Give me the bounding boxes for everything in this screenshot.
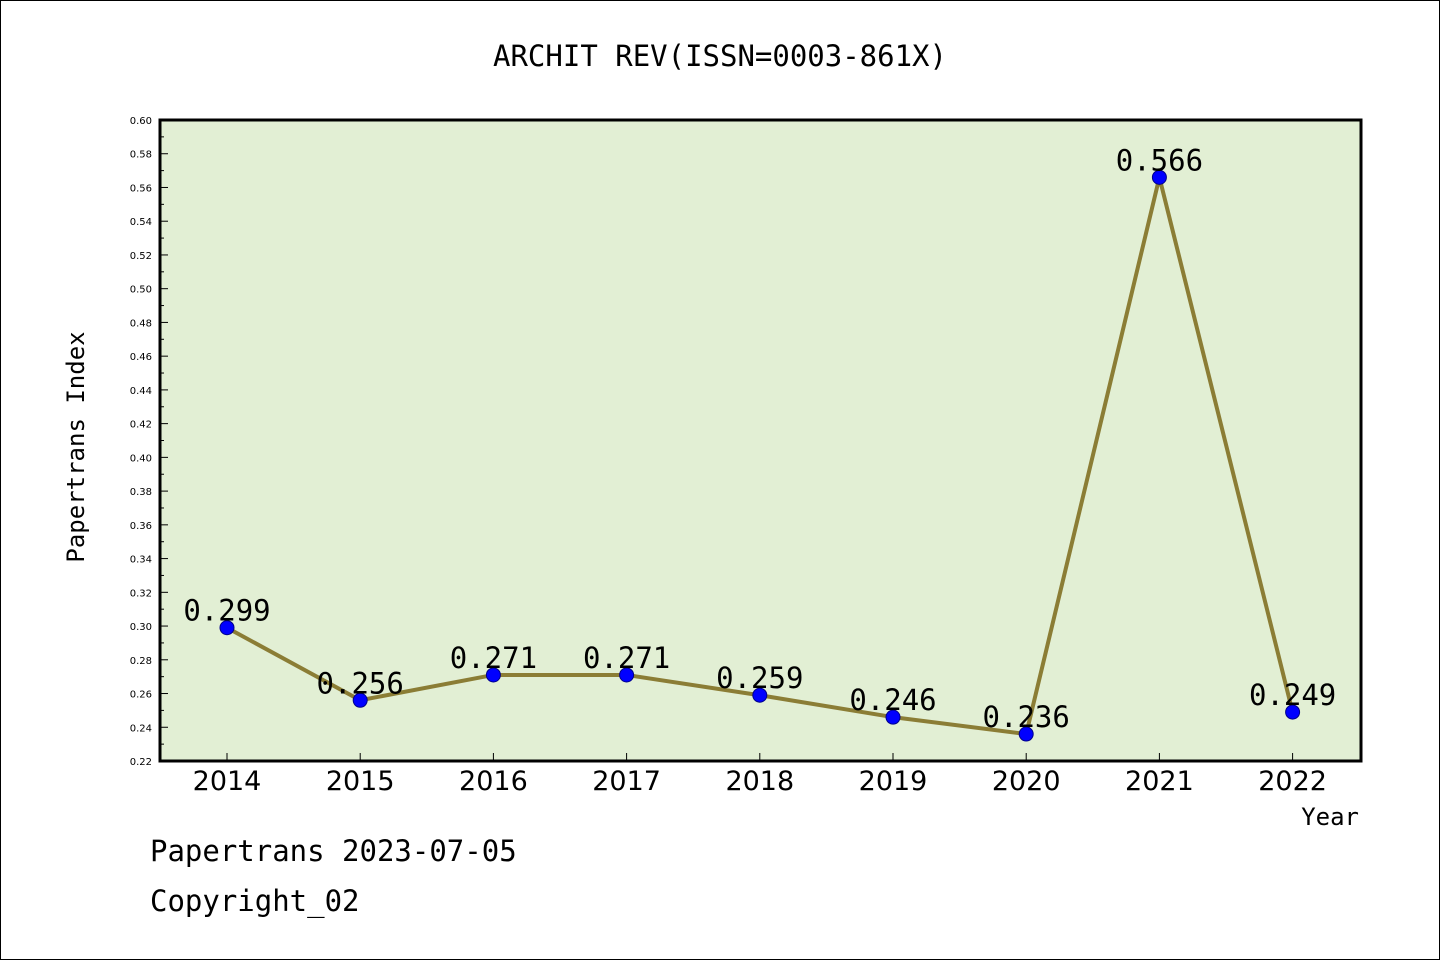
y-tick-label: 0.38 (130, 487, 152, 498)
data-label: 0.271 (450, 641, 537, 675)
y-tick-label: 0.48 (130, 318, 152, 329)
data-label: 0.259 (716, 661, 803, 695)
x-tick-label: 2015 (326, 766, 395, 797)
x-tick-label: 2019 (859, 766, 928, 797)
data-point (1151, 169, 1167, 185)
data-point (752, 687, 768, 703)
y-tick-label: 0.44 (130, 386, 152, 397)
data-point (1285, 704, 1301, 720)
x-tick-label: 2021 (1125, 766, 1194, 797)
data-label: 0.271 (583, 641, 670, 675)
y-tick-label: 0.58 (130, 150, 152, 161)
x-tick-label: 2016 (459, 766, 528, 797)
x-tick-label: 2017 (592, 766, 661, 797)
data-point (885, 709, 901, 725)
footer-copyright: Copyright_02 (150, 884, 360, 918)
data-label: 0.299 (183, 594, 270, 628)
y-tick-label: 0.56 (130, 183, 152, 194)
y-tick-label: 0.50 (130, 285, 152, 296)
y-tick-label: 0.34 (130, 555, 152, 566)
x-tick-label: 2022 (1258, 766, 1327, 797)
x-tick-label: 2014 (193, 766, 262, 797)
series-line: 0.299 0.256 0.271 0.271 0.259 0.246 0.236 0.566… (183, 143, 1336, 742)
y-tick-label: 0.42 (130, 420, 152, 431)
x-axis-label: Year (1301, 803, 1359, 831)
y-tick-label: 0.36 (130, 521, 152, 532)
chart-title: ARCHIT REV(ISSN=0003-861X) (493, 39, 947, 73)
y-tick-label: 0.22 (130, 757, 152, 768)
y-axis-label: Papertrans Index (62, 331, 90, 562)
x-axis: 2014 2015 2016 2017 2018 2019 2020 2021 2022 (193, 753, 1327, 797)
y-tick-label: 0.26 (130, 690, 152, 701)
y-tick-label: 0.32 (130, 588, 152, 599)
plot-area (158, 118, 1363, 763)
data-label: 0.256 (317, 666, 404, 700)
y-tick-label: 0.24 (130, 723, 152, 734)
data-label: 0.236 (983, 700, 1070, 734)
y-tick-label: 0.28 (130, 656, 152, 667)
y-tick-label: 0.52 (130, 251, 152, 262)
data-point (1018, 726, 1034, 742)
data-label: 0.246 (849, 683, 936, 717)
y-tick-label: 0.30 (130, 622, 152, 633)
footer-date: Papertrans 2023-07-05 (150, 834, 517, 868)
y-tick-label: 0.40 (130, 453, 152, 464)
y-tick-label: 0.46 (130, 352, 152, 363)
data-label: 0.566 (1116, 143, 1203, 177)
y-axis: 0.22 0.24 0.26 0.28 0.30 0.32 0.34 0.36 0.38 0.40… (130, 116, 168, 768)
x-tick-label: 2018 (725, 766, 794, 797)
data-point (485, 667, 501, 683)
data-point (619, 667, 635, 683)
data-label: 0.249 (1249, 678, 1336, 712)
data-point (352, 692, 368, 708)
y-tick-label: 0.54 (130, 217, 152, 228)
x-tick-label: 2020 (992, 766, 1061, 797)
y-tick-label: 0.60 (130, 116, 152, 127)
data-point (219, 620, 235, 636)
